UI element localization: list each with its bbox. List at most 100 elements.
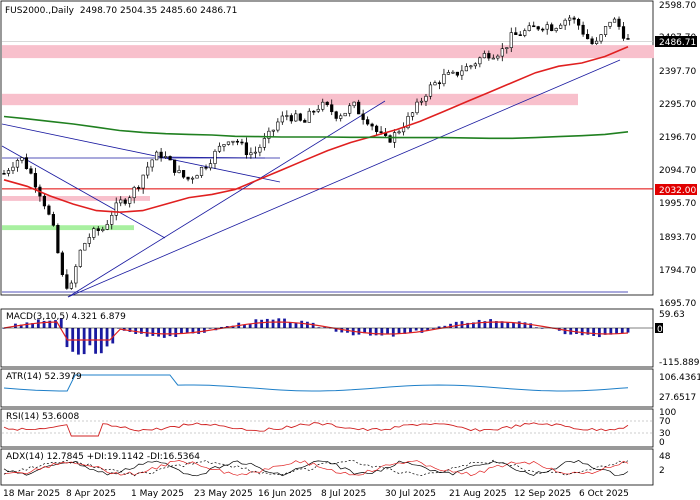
macd-bar [374,328,378,336]
candle-body [410,112,415,117]
macd-bar [494,321,498,328]
rsi-tick-0: 0 [659,438,665,448]
macd-bar [420,328,424,333]
macd-bar [323,327,326,328]
macd-bar [334,328,338,332]
macd-bar [368,328,372,336]
candle-body [594,40,599,45]
candle-body [159,151,163,158]
candle-body [253,151,257,154]
macd-bar [506,322,510,328]
macd-bar [208,328,212,329]
macd-bar [48,320,52,328]
header-separator: , [48,6,51,16]
macd-bar [283,318,286,328]
macd-bar [294,322,298,328]
macd-bar [483,321,487,328]
time-tick-4: 23 May 2025 [194,489,253,499]
macd-bar [260,319,264,328]
candle-body [568,17,572,21]
candle-body [240,141,244,144]
macd-bar [466,322,470,328]
candle-body [204,166,208,169]
candle-body [482,53,486,59]
candle-body [181,170,186,178]
candle-body [330,104,334,113]
candle-body [271,129,275,132]
macd-bar [111,328,115,344]
macd-bar [54,320,57,328]
candle-body [446,72,451,75]
candle-body [554,28,558,32]
candle-body [33,173,38,188]
time-tick-7: 30 Jul 2025 [385,489,436,499]
indicator-lines-layer [2,318,653,477]
candle-body [469,65,473,68]
candle-body [325,101,329,106]
macd-bar [31,323,35,328]
price-tick-5: 2196.70 [659,133,696,143]
macd-bar [523,322,527,328]
price-tick-3: 2397.70 [659,67,696,77]
time-tick-8: 21 Aug 2025 [449,489,507,499]
rsi-line [3,422,629,437]
macd-bar [65,328,69,348]
macd-bar [197,328,201,334]
macd-bar [25,322,29,328]
candle-body [222,144,226,147]
candle-body [51,214,55,226]
atr-tick-low: 27.6517 [659,393,696,403]
adx-panel [0,448,654,486]
macd-bar [271,319,275,328]
candle-body [550,24,554,32]
candle-body [518,34,522,36]
candle-body [24,157,29,170]
candle-body [375,125,379,132]
candle-body [357,101,361,115]
adx-label: ADX(14) 12.7845 +DI:19.1142 -DI:16.5364 [6,452,200,462]
candle-body [280,115,284,123]
candle-body [123,199,127,204]
candle-body [500,48,504,57]
candle-body [65,274,69,289]
candle-body [60,252,64,275]
candle-body [348,105,352,114]
macd-bar [248,323,252,328]
candle-body [298,113,302,121]
candle-body [289,115,293,122]
time-tick-6: 8 Jul 2025 [321,489,366,499]
macd-bar [437,326,441,328]
macd-bar [306,321,309,328]
price-panel [0,0,654,296]
price-tick-4: 2295.70 [659,100,696,110]
candle-body [74,266,78,284]
macd-bar [117,328,120,329]
rsi-tick-100: 100 [659,408,676,418]
candle-body [226,141,231,145]
candle-body [294,113,298,122]
candle-body [572,17,576,20]
candle-body [249,152,253,156]
macd-bar [202,328,206,333]
candle-body [406,116,410,129]
macd-bar [472,322,475,328]
time-tick-10: 6 Oct 2025 [579,489,629,499]
time-tick-9: 12 Sep 2025 [514,489,571,499]
last-price-tag [655,36,697,47]
candle-body [581,24,585,35]
macd-bar [529,323,533,328]
candle-body [101,229,105,231]
macd-bar [317,327,321,328]
symbol-label: FUS2000. [5,6,48,16]
candle-body [177,170,181,173]
macd-bar [340,328,344,333]
macd-bar [403,328,407,334]
macd-bar [88,328,92,346]
macd-bar [288,322,292,328]
last-price-value: 2486.71 [659,38,696,48]
candle-body [599,34,603,42]
time-tick-2: 8 Apr 2025 [66,489,116,499]
candle-body [487,53,491,59]
lines-layer [1,41,653,298]
